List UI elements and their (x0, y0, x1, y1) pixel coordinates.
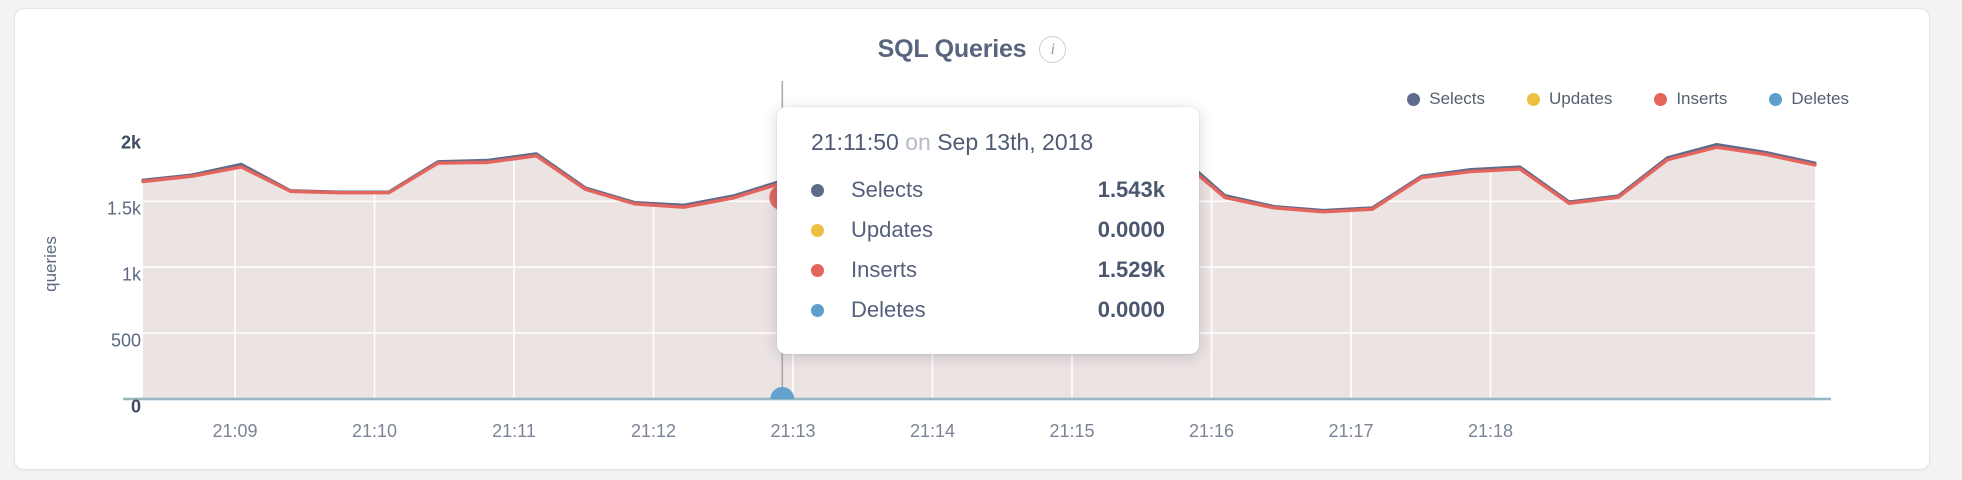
tooltip-row-updates: Updates 0.0000 (811, 210, 1165, 250)
x-tick-21-17: 21:17 (1328, 421, 1374, 441)
x-tick-21-14: 21:14 (909, 421, 956, 441)
x-tick-21-15: 21:15 (1049, 421, 1095, 441)
y-tick-1k: 1k (121, 264, 141, 285)
legend-label-inserts: Inserts (1676, 89, 1728, 108)
tooltip-label-updates: Updates (851, 217, 933, 242)
y-tick-0: 0 (130, 396, 141, 417)
legend-label-updates: Updates (1549, 89, 1613, 108)
x-tick-21-11: 21:11 (492, 421, 536, 441)
tooltip-value-inserts: 1.529k (1097, 257, 1165, 282)
legend-item-inserts[interactable]: Inserts (1654, 89, 1727, 109)
x-tick-21-09: 21:09 (212, 421, 258, 441)
tooltip-row-deletes: Deletes 0.0000 (811, 290, 1165, 330)
legend-dot-inserts (1654, 92, 1668, 106)
tooltip-date: Sep 13th, 2018 (937, 129, 1094, 155)
tooltip-connector: on (905, 129, 931, 155)
x-tick-21-10: 21:10 (351, 421, 398, 441)
tooltip-label-inserts: Inserts (851, 257, 918, 282)
y-tick-2k: 2k (120, 132, 141, 153)
legend-item-selects[interactable]: Selects (1407, 89, 1485, 109)
hover-tooltip: 21:11:50 on Sep 13th, 2018 Selects 1.543… (777, 107, 1199, 354)
x-tick-21-16: 21:16 (1188, 421, 1235, 441)
y-axis-title: queries (41, 236, 60, 292)
y-axis-ticks: 2k 1.5k 1k 500 0 (63, 9, 141, 480)
tooltip-label-deletes: Deletes (851, 297, 926, 322)
x-tick-21-13: 21:13 (770, 421, 816, 441)
legend-dot-selects (1407, 92, 1421, 106)
legend-dot-updates (1527, 92, 1540, 106)
chart-header: SQL Queries i (15, 35, 1929, 64)
legend-label-selects: Selects (1429, 89, 1485, 108)
y-tick-1.5k: 1.5k (106, 198, 141, 219)
legend-item-deletes[interactable]: Deletes (1769, 89, 1849, 109)
tooltip-dot-deletes (811, 303, 824, 317)
tooltip-header: 21:11:50 on Sep 13th, 2018 (811, 129, 1165, 156)
legend-label-deletes: Deletes (1791, 89, 1849, 108)
tooltip-row-selects: Selects 1.543k (811, 170, 1165, 210)
tooltip-label-selects: Selects (851, 177, 924, 202)
tooltip-value-deletes: 0.0000 (1097, 297, 1165, 322)
x-axis-ticks: 21:09 21:10 21:11 21:12 21:13 21:14 21:15 21:16… (15, 421, 1929, 451)
legend-dot-deletes (1769, 92, 1783, 106)
tooltip-value-selects: 1.543k (1097, 177, 1165, 202)
tooltip-dot-updates (811, 223, 824, 237)
tooltip-time: 21:11:50 (811, 129, 899, 155)
legend-item-updates[interactable]: Updates (1527, 89, 1612, 109)
y-tick-500: 500 (110, 330, 141, 351)
x-tick-21-18: 21:18 (1467, 421, 1514, 441)
page-title: SQL Queries (877, 35, 1027, 63)
tooltip-dot-selects (811, 183, 824, 197)
sql-queries-chart-card: SQL Queries i Selects Updates Inserts De… (14, 8, 1930, 470)
info-icon[interactable]: i (1039, 36, 1067, 63)
tooltip-row-inserts: Inserts 1.529k (811, 250, 1165, 290)
tooltip-dot-inserts (811, 263, 824, 277)
tooltip-value-updates: 0.0000 (1097, 217, 1165, 242)
chart-legend: Selects Updates Inserts Deletes (1407, 89, 1849, 109)
x-tick-21-12: 21:12 (630, 421, 677, 441)
